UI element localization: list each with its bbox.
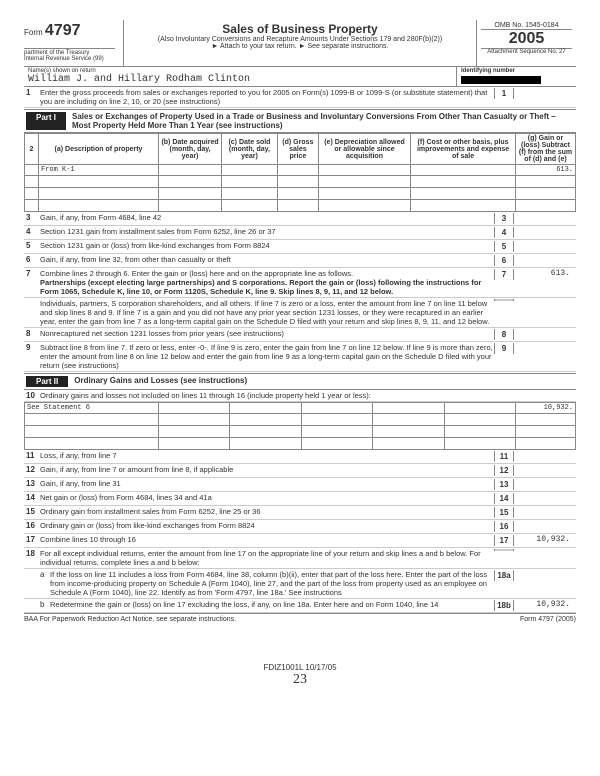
line-18a: a If the loss on line 11 includes a loss… (24, 569, 576, 599)
line-7-value: 613. (514, 269, 574, 278)
line-15: 15 Ordinary gain from installment sales … (24, 506, 576, 520)
line-1-text: Enter the gross proceeds from sales or e… (40, 88, 494, 106)
part-2-text: Ordinary Gains and Losses (see instructi… (68, 376, 574, 387)
names-value: William J. and Hillary Rodham Clinton (28, 74, 452, 85)
year-box: OMB No. 1545-0184 2005 Attachment Sequen… (476, 20, 576, 66)
table-row (25, 414, 576, 426)
property-table: 2 (a) Description of property (b) Date a… (24, 133, 576, 212)
form-title: Sales of Business Property (128, 22, 472, 36)
line-7: 7 Combine lines 2 through 6. Enter the g… (24, 268, 576, 298)
tax-year: 2005 (481, 30, 572, 49)
omb-number: OMB No. 1545-0184 (481, 22, 572, 30)
line-10: 10 Ordinary gains and losses not include… (24, 390, 576, 402)
line-14: 14 Net gain or (loss) from Form 4684, li… (24, 492, 576, 506)
sequence-no: Attachment Sequence No. 27 (481, 49, 572, 55)
footer-code: FDIZ1001L 10/17/05 (24, 663, 576, 672)
table-row (25, 200, 576, 212)
name-row: Name(s) shown on return William J. and H… (24, 67, 576, 87)
line-6: 6 Gain, if any, from line 32, from other… (24, 254, 576, 268)
line-18b: b Redetermine the gain or (loss) on line… (24, 599, 576, 613)
table-row: From K-1 613. (25, 165, 576, 176)
part-1-header: Part I Sales or Exchanges of Property Us… (24, 109, 576, 133)
col-a: (a) Description of property (39, 134, 159, 165)
stmt-desc: See Statement 6 (25, 403, 159, 414)
stmt-table: See Statement 6 10,932. (24, 402, 576, 450)
page-number: 23 (24, 672, 576, 688)
part-2-header: Part II Ordinary Gains and Losses (see i… (24, 373, 576, 390)
form-prefix: Form (24, 28, 43, 37)
id-label: Identifying number (461, 68, 572, 74)
baa-left: BAA For Paperwork Reduction Act Notice, … (24, 616, 236, 623)
col-e: (e) Depreciation allowed or allowable si… (318, 134, 410, 165)
baa-row: BAA For Paperwork Reduction Act Notice, … (24, 613, 576, 623)
col-d: (d) Gross sales price (277, 134, 318, 165)
form-number-box: Form 4797 partment of the Treasury Inter… (24, 20, 124, 66)
footer: FDIZ1001L 10/17/05 23 (24, 663, 576, 688)
line-18: 18 For all except individual returns, en… (24, 548, 576, 569)
line-17: 17 Combine lines 10 through 16 17 10,932… (24, 534, 576, 548)
line-1-num: 1 (26, 88, 40, 97)
line-18b-value: 10,932. (514, 600, 574, 609)
id-redacted (461, 76, 541, 84)
table-row (25, 176, 576, 188)
line-11: 11 Loss, if any, from line 7 11 (24, 450, 576, 464)
form-subtitle1: (Also Involuntary Conversions and Recapt… (128, 36, 472, 43)
form-subtitle2: ► Attach to your tax return. ► See separ… (128, 43, 472, 50)
row-gain: 613. (516, 165, 576, 176)
title-box: Sales of Business Property (Also Involun… (124, 20, 476, 66)
part-1-label: Part I (26, 112, 66, 130)
line-1: 1 Enter the gross proceeds from sales or… (24, 87, 576, 108)
dept-line2: Internal Revenue Service (99) (24, 56, 115, 62)
line-1-box: 1 (494, 88, 514, 99)
line-9: 9 Subtract line 8 from line 7. If zero o… (24, 342, 576, 372)
line-3: 3 Gain, if any, from Form 4684, line 42 … (24, 212, 576, 226)
header: Form 4797 partment of the Treasury Inter… (24, 20, 576, 67)
row-desc: From K-1 (39, 165, 159, 176)
line-13: 13 Gain, if any, from line 31 13 (24, 478, 576, 492)
table-row (25, 188, 576, 200)
stmt-gain: 10,932. (516, 403, 576, 414)
part-1-text: Sales or Exchanges of Property Used in a… (66, 112, 574, 130)
line-17-value: 10,932. (514, 535, 574, 544)
part-2-label: Part II (26, 376, 68, 387)
col-num: 2 (25, 134, 39, 165)
col-g: (g) Gain or (loss) Subtract (f) from the… (516, 134, 576, 165)
col-b: (b) Date acquired (month, day, year) (159, 134, 222, 165)
table-row (25, 426, 576, 438)
table-row (25, 438, 576, 450)
line-12: 12 Gain, if any, from line 7 or amount f… (24, 464, 576, 478)
table-row: See Statement 6 10,932. (25, 403, 576, 414)
line-7b-note: Individuals, partners, S corporation sha… (24, 298, 576, 328)
baa-right: Form 4797 (2005) (520, 616, 576, 623)
form-number: 4797 (45, 22, 81, 39)
col-f: (f) Cost or other basis, plus improvemen… (411, 134, 516, 165)
line-5: 5 Section 1231 gain or (loss) from like-… (24, 240, 576, 254)
form-page: Form 4797 partment of the Treasury Inter… (0, 0, 600, 708)
line-16: 16 Ordinary gain or (loss) from like-kin… (24, 520, 576, 534)
col-c: (c) Date sold (month, day, year) (222, 134, 278, 165)
line-4: 4 Section 1231 gain from installment sal… (24, 226, 576, 240)
line-8: 8 Nonrecaptured net section 1231 losses … (24, 328, 576, 342)
